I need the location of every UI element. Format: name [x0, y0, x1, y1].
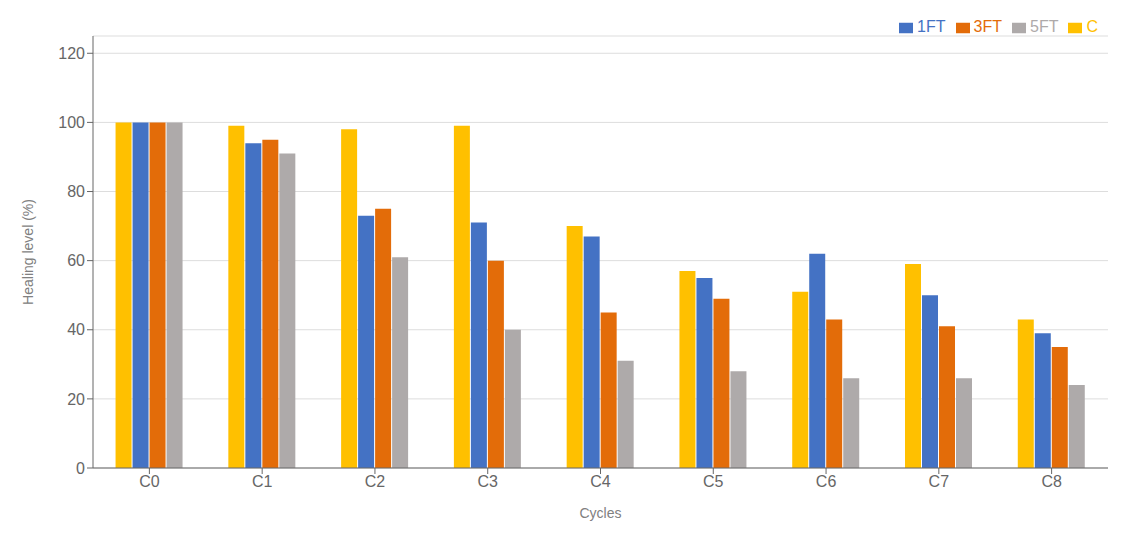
html-text:C: C	[1086, 18, 1098, 35]
svg-text:0: 0	[76, 460, 85, 477]
svg-text:C7: C7	[929, 473, 950, 490]
svg-text:60: 60	[67, 252, 85, 269]
svg-text:20: 20	[67, 391, 85, 408]
svg-text:40: 40	[67, 321, 85, 338]
svg-text:Cycles: Cycles	[579, 505, 621, 521]
svg-text:C0: C0	[139, 473, 160, 490]
html-text:1FT: 1FT	[917, 18, 946, 35]
svg-text:C8: C8	[1041, 473, 1062, 490]
svg-text:C5: C5	[703, 473, 724, 490]
html-text:5FT: 5FT	[1030, 18, 1059, 35]
svg-text:C4: C4	[590, 473, 611, 490]
svg-text:C6: C6	[816, 473, 837, 490]
svg-text:100: 100	[58, 114, 85, 131]
svg-text:120: 120	[58, 45, 85, 62]
html-text:3FT: 3FT	[973, 18, 1002, 35]
svg-text:80: 80	[67, 183, 85, 200]
svg-text:Healing level (%): Healing level (%)	[20, 199, 36, 305]
svg-text:C3: C3	[477, 473, 498, 490]
svg-text:C1: C1	[252, 473, 273, 490]
svg-text:C2: C2	[365, 473, 386, 490]
